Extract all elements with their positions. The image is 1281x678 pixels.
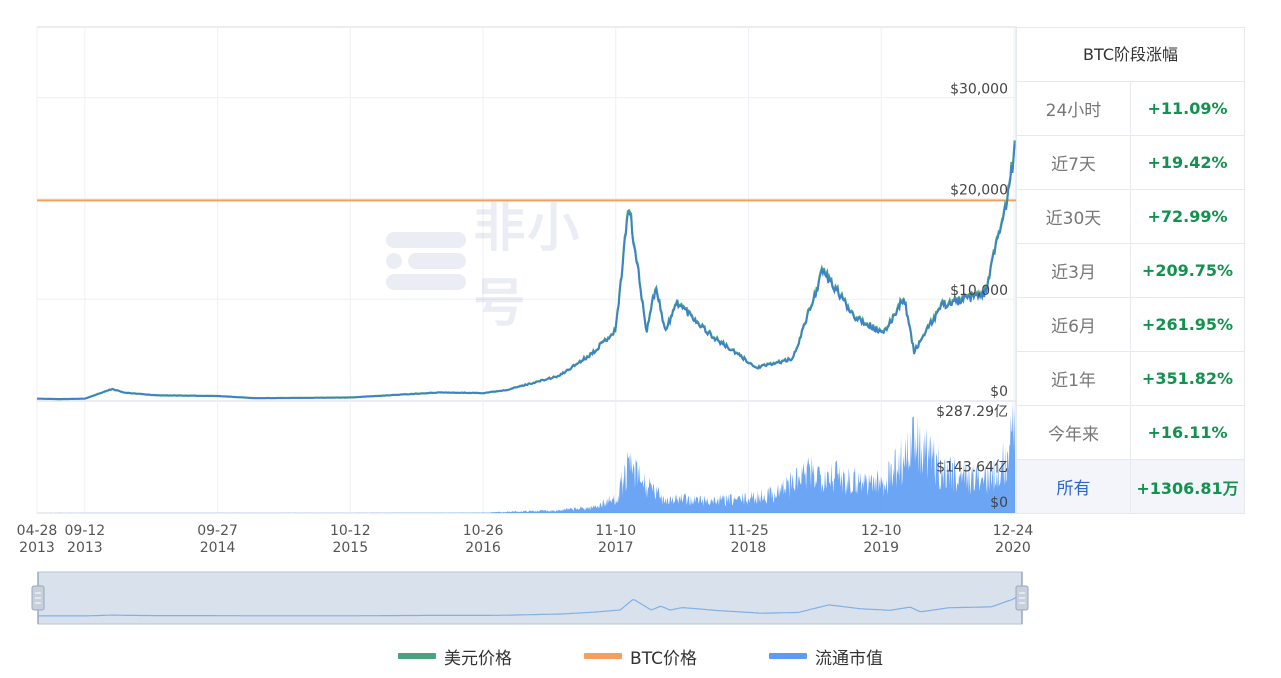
period-change-value: +16.11% (1147, 423, 1228, 442)
period-change-value: +261.95% (1141, 315, 1234, 334)
period-change-value: +1306.81万 (1131, 460, 1244, 513)
legend-swatch (584, 653, 623, 659)
navigator-handle-right[interactable] (1015, 572, 1029, 624)
period-row[interactable]: 今年来 +16.11% (1017, 406, 1244, 460)
legend-item[interactable]: 流通市值 (768, 644, 883, 669)
watermark-logo: 非小号 (386, 199, 626, 334)
period-label: 24小时 (1017, 82, 1131, 135)
navigator-series (38, 595, 1021, 617)
svg-text:2013: 2013 (19, 540, 55, 556)
period-row[interactable]: 近3月 +209.75% (1017, 244, 1244, 298)
period-label: 今年来 (1017, 406, 1131, 459)
period-row[interactable]: 近7天 +19.42% (1017, 136, 1244, 190)
price-tick-label: $10,000 (950, 283, 1008, 299)
legend-label: 美元价格 (444, 648, 513, 669)
period-row[interactable]: 24小时 +11.09% (1017, 82, 1244, 136)
period-label: 近1年 (1017, 352, 1131, 405)
period-change-value: +19.42% (1147, 153, 1228, 172)
period-row[interactable]: 所有 +1306.81万 (1017, 460, 1244, 513)
period-row[interactable]: 近30天 +72.99% (1017, 190, 1244, 244)
legend-item[interactable]: 美元价格 (398, 644, 512, 669)
watermark-text: 非小号 (473, 199, 582, 334)
svg-text:12-10: 12-10 (861, 523, 902, 539)
legend-swatch (398, 653, 437, 659)
price-tick-label: $20,000 (950, 182, 1008, 198)
market-cap-line (37, 144, 1016, 400)
svg-text:04-28: 04-28 (17, 523, 58, 539)
legend: 美元价格 BTC价格 流通市值 (0, 644, 1281, 669)
panel-title: BTC阶段涨幅 (1017, 28, 1244, 82)
period-change-value: +209.75% (1141, 261, 1234, 280)
svg-text:2019: 2019 (863, 540, 899, 556)
svg-text:10-26: 10-26 (463, 523, 504, 539)
svg-text:10-12: 10-12 (330, 523, 371, 539)
svg-text:11-10: 11-10 (595, 523, 636, 539)
period-change-value: +11.09% (1147, 99, 1228, 118)
period-label: 近6月 (1017, 298, 1131, 351)
price-tick-label: $0 (990, 384, 1008, 400)
period-change-value: +351.82% (1141, 369, 1234, 388)
volume-tick-label: $0 (990, 495, 1008, 511)
legend-swatch (768, 653, 807, 659)
svg-text:2016: 2016 (465, 540, 501, 556)
period-change-panel: BTC阶段涨幅 24小时 +11.09% 近7天 +19.42% 近30天 +72.99%… (1016, 27, 1245, 514)
svg-text:2015: 2015 (332, 540, 368, 556)
legend-item[interactable]: BTC价格 (584, 644, 697, 669)
svg-text:2013: 2013 (67, 540, 103, 556)
period-row[interactable]: 近6月 +261.95% (1017, 298, 1244, 352)
period-label: 近30天 (1017, 190, 1131, 243)
period-row[interactable]: 近1年 +351.82% (1017, 352, 1244, 406)
period-label: 近3月 (1017, 244, 1131, 297)
svg-text:09-27: 09-27 (197, 523, 238, 539)
navigator-handle-left[interactable] (31, 572, 45, 624)
svg-text:2017: 2017 (598, 540, 634, 556)
svg-text:12-24: 12-24 (993, 523, 1034, 539)
period-label: 近7天 (1017, 136, 1131, 189)
range-navigator[interactable] (31, 571, 1029, 625)
volume-tick-label: $143.64亿 (936, 460, 1008, 476)
price-lines (36, 140, 1016, 401)
svg-text:2018: 2018 (731, 540, 767, 556)
market-cap-area (37, 402, 1015, 513)
period-change-value: +72.99% (1147, 207, 1228, 226)
price-tick-label: $30,000 (950, 82, 1008, 98)
svg-text:2020: 2020 (995, 540, 1031, 556)
watermark-icon (386, 232, 466, 290)
svg-text:09-12: 09-12 (65, 523, 106, 539)
axes: $0 $10,000 $20,000 $30,000 $0 $143.64亿 $287.29… (17, 82, 1034, 556)
legend-label: BTC价格 (630, 648, 697, 669)
market-cap-series (37, 402, 1015, 513)
period-label: 所有 (1017, 460, 1131, 513)
svg-text:11-25: 11-25 (728, 523, 769, 539)
legend-label: 流通市值 (814, 648, 883, 669)
navigator-window[interactable] (37, 571, 1023, 625)
volume-tick-label: $287.29亿 (936, 404, 1008, 420)
svg-text:2014: 2014 (200, 540, 236, 556)
